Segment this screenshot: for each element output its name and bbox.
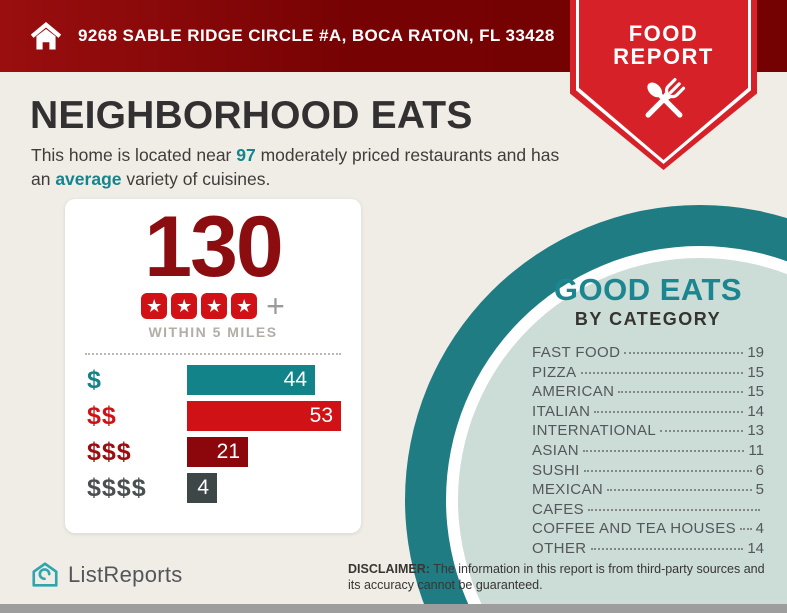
intro-text-2: moderately priced restaurants and has an: [31, 145, 560, 189]
good-eats-title: GOOD EATS: [553, 272, 743, 307]
dotted-leader: [740, 528, 752, 531]
category-row: SUSHI 6: [532, 462, 764, 482]
category-value: 19: [747, 344, 764, 361]
category-row: CAFES: [532, 501, 764, 521]
dotted-leader: [624, 352, 744, 354]
category-row: INTERNATIONAL 13: [532, 422, 764, 442]
star-icon: ★: [201, 293, 228, 319]
intro-sentence: This home is located near 97 moderately …: [31, 143, 576, 191]
category-value: 13: [747, 422, 764, 440]
spoon-fork-icon: [645, 78, 685, 118]
listreports-brand: ListReports: [30, 560, 183, 590]
dotted-leader: [607, 489, 752, 492]
intro-text-3: variety of cuisines.: [121, 169, 271, 189]
total-restaurant-count: 130: [144, 199, 284, 295]
bar-value: 53: [309, 404, 333, 427]
bar-value: 44: [283, 368, 307, 391]
price-tier-label: $: [87, 365, 102, 394]
category-row: FAST FOOD 19: [532, 344, 764, 364]
bar-value: 4: [197, 476, 209, 499]
category-label: PIZZA: [532, 363, 577, 381]
category-value: 4: [755, 520, 764, 538]
price-tier-label: $$$: [87, 437, 132, 466]
price-tier-bar: 44: [187, 365, 315, 395]
category-label: OTHER: [532, 539, 587, 557]
category-row: ASIAN 11: [532, 442, 764, 462]
category-label: SUSHI: [532, 461, 580, 479]
price-tier-bar: 53: [187, 401, 341, 431]
category-row: AMERICAN 15: [532, 383, 764, 403]
category-label: FAST FOOD: [532, 344, 621, 361]
price-tier-label: $$$$: [87, 473, 147, 502]
property-address: 9268 SABLE RIDGE CIRCLE #A, BOCA RATON, …: [78, 26, 555, 45]
category-value: 15: [747, 363, 764, 381]
variety-highlight: average: [55, 169, 122, 189]
dotted-leader: [583, 449, 745, 452]
dashed-separator: [85, 353, 341, 355]
category-row: PIZZA 15: [532, 364, 764, 384]
price-tier-label: $$: [87, 401, 117, 430]
category-value: 6: [755, 461, 764, 479]
disclaimer: DISCLAIMER: The information in this repo…: [348, 562, 776, 593]
bar-row: $$$$ 4: [87, 473, 341, 503]
category-label: ITALIAN: [532, 402, 591, 420]
badge-title-line2: REPORT: [613, 44, 714, 69]
disclaimer-label: DISCLAIMER:: [348, 562, 430, 576]
category-label: MEXICAN: [532, 481, 604, 499]
category-value: 11: [748, 441, 764, 459]
dotted-leader: [660, 430, 744, 433]
bar-row: $$$ 21: [87, 437, 341, 467]
disclaimer-text: The information in this report is from t…: [348, 562, 765, 592]
category-label: CAFES: [532, 500, 585, 518]
star-icon: ★: [171, 293, 198, 319]
star-rating: ★ ★ ★ ★ +: [65, 288, 361, 324]
category-row: MEXICAN 5: [532, 481, 764, 501]
home-icon: [30, 21, 62, 50]
category-row: ITALIAN 14: [532, 403, 764, 423]
dotted-leader: [580, 371, 744, 374]
star-icon: ★: [231, 293, 258, 319]
price-tier-bar-chart: $44 $$ 53 $$$ 21 $$$$ 4: [65, 365, 361, 503]
dotted-leader: [594, 410, 744, 413]
category-value: 14: [747, 402, 764, 420]
plus-sign: +: [266, 288, 285, 324]
price-tier-bar: 4: [187, 473, 217, 503]
category-value: 5: [755, 481, 764, 499]
dotted-leader: [588, 508, 760, 511]
price-tier-bar: 21: [187, 437, 248, 467]
dotted-leader: [590, 547, 744, 550]
category-label: ASIAN: [532, 441, 580, 459]
category-value: 15: [747, 383, 764, 401]
category-row: OTHER 14: [532, 540, 764, 560]
bar-row: $$ 53: [87, 401, 341, 431]
star-icon: ★: [141, 293, 168, 319]
category-value: 14: [747, 539, 764, 557]
badge-content: FOOD REPORT: [570, 0, 757, 170]
food-report-badge: FOOD REPORT: [570, 0, 757, 170]
dotted-leader: [618, 391, 744, 394]
good-eats-panel: GOOD EATS BY CATEGORY FAST FOOD 19 PIZZA 15…: [532, 272, 764, 560]
restaurant-count-highlight: 97: [236, 145, 256, 165]
category-label: AMERICAN: [532, 383, 615, 401]
restaurant-summary-card: 130 ★ ★ ★ ★ + WITHIN 5 MILES $44 $$ 53 $$$ 21 $$$…: [65, 199, 361, 533]
bar-value: 21: [216, 440, 240, 463]
intro-text-1: This home is located near: [31, 145, 237, 165]
listreports-logo-icon: [32, 562, 58, 587]
category-row: COFFEE AND TEA HOUSES 4: [532, 520, 764, 540]
good-eats-subtitle: BY CATEGORY: [574, 309, 722, 329]
category-label: INTERNATIONAL: [532, 422, 657, 440]
page-title: NEIGHBORHOOD EATS: [30, 94, 473, 137]
bottom-accent-bar: [0, 604, 787, 613]
listreports-logo-text: ListReports: [68, 562, 183, 587]
radius-label: WITHIN 5 MILES: [148, 324, 278, 340]
category-list: FAST FOOD 19 PIZZA 15 AMERICAN 15 ITALIAN 14 INT…: [532, 344, 764, 560]
badge-title-line1: FOOD: [628, 21, 699, 46]
category-label: COFFEE AND TEA HOUSES: [532, 520, 737, 538]
dotted-leader: [583, 469, 752, 472]
bar-row: $44: [87, 365, 341, 395]
